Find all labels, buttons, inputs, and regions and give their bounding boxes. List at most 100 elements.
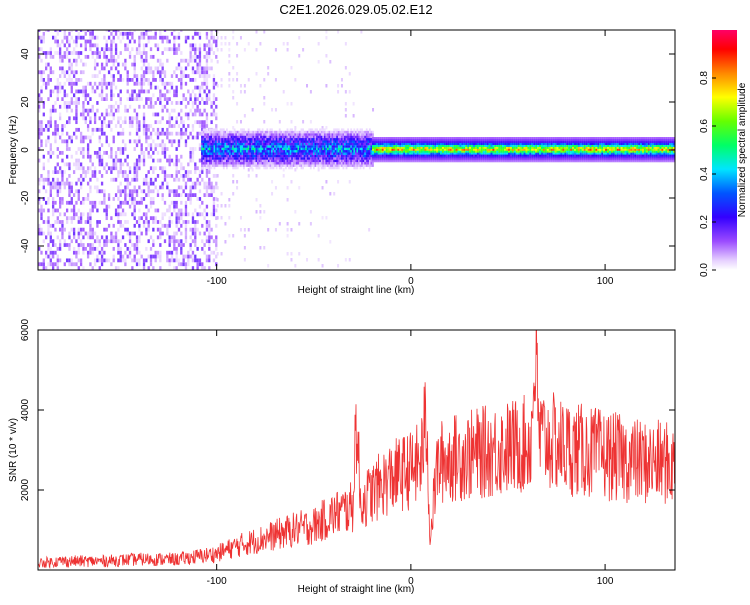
spectrogram-cell (401, 152, 403, 154)
spectrogram-cell (173, 70, 175, 74)
spectrogram-cell (164, 47, 166, 51)
spectrogram-cell (122, 151, 124, 155)
spectrogram-cell (129, 93, 131, 97)
spectrogram-cell (367, 157, 369, 160)
spectrogram-cell (322, 145, 324, 148)
spectrogram-cell (221, 148, 223, 151)
spectrogram-cell (131, 193, 133, 197)
spectrogram-cell (446, 139, 448, 141)
spectrogram-cell (185, 66, 187, 70)
spectrogram-cell (313, 145, 315, 148)
spectrogram-cell (411, 152, 413, 154)
spectrogram-cell (68, 51, 70, 55)
spectrogram-cell (316, 133, 318, 136)
spectrogram-cell (162, 40, 164, 44)
spectrogram-cell (113, 255, 115, 259)
spectrogram-cell (152, 255, 154, 259)
spectrogram-cell (294, 155, 296, 158)
spectrogram-cell (203, 101, 205, 105)
spectrogram-cell (364, 143, 366, 146)
spectrogram-cell (117, 197, 119, 201)
spectrogram-cell (89, 178, 91, 182)
spectrogram-cell (143, 262, 145, 266)
spectrogram-cell (85, 55, 87, 59)
spectrogram-cell (353, 131, 355, 134)
spectrogram-cell (175, 162, 177, 166)
spectrogram-cell (232, 143, 234, 146)
spectrogram-cell (159, 90, 161, 94)
spectrogram-cell (209, 140, 211, 143)
spectrogram-cell (376, 152, 378, 154)
spectrogram-cell (106, 55, 108, 59)
spectrogram-cell (206, 167, 208, 170)
spectrogram-cell (155, 178, 157, 182)
spectrogram-cell (360, 138, 362, 141)
spectrogram-cell (479, 145, 481, 147)
spectrogram-cell (322, 150, 324, 153)
spectrogram-cell (47, 78, 49, 82)
spectrogram-cell (506, 160, 508, 162)
spectrogram-cell (217, 145, 219, 148)
spectrogram-cell (50, 109, 52, 113)
spectrogram-cell (162, 63, 164, 67)
spectrogram-cell (370, 136, 372, 139)
spectrogram-cell (201, 136, 203, 139)
spectrogram-cell (384, 150, 386, 152)
spectrogram-cell (201, 152, 203, 155)
spectrogram-cell (155, 147, 157, 151)
spectrogram-cell (355, 143, 357, 146)
spectrogram-cell (330, 133, 332, 136)
spectrogram-cell (313, 152, 315, 155)
spectrogram-cell (92, 162, 94, 166)
spectrogram-cell (120, 251, 122, 255)
spectrogram-cell (249, 133, 251, 136)
spectrogram-cell (157, 128, 159, 132)
spectrogram-cell (380, 150, 382, 152)
spectrogram-cell (335, 164, 337, 167)
spectrogram-cell (223, 157, 225, 160)
spectrogram-cell (344, 140, 346, 143)
spectrogram-cell (376, 154, 378, 156)
spectrogram-cell (283, 148, 285, 151)
spectrogram-cell (350, 133, 352, 136)
spectrogram-cell (87, 147, 89, 151)
spectrogram-cell (187, 220, 189, 224)
spectrogram-cell (444, 149, 446, 151)
spectrogram-cell (213, 174, 215, 178)
spectrogram-cell (75, 159, 77, 163)
spectrogram-cell (221, 157, 223, 160)
spectrogram-cell (103, 243, 105, 247)
spectrogram-cell (173, 189, 175, 193)
spectrogram-cell (367, 145, 369, 148)
spectrogram-cell (82, 109, 84, 113)
spectrogram-cell (120, 247, 122, 251)
spectrogram-cell (192, 66, 194, 70)
spectrogram-cell (108, 224, 110, 228)
spectrogram-cell (117, 132, 119, 136)
spectrogram-cell (52, 209, 54, 213)
spectrogram-cell (393, 145, 395, 147)
spectrogram-cell (294, 152, 296, 155)
spectrogram-cell (54, 201, 56, 205)
spectrogram-cell (106, 239, 108, 243)
spectrogram-cell (206, 189, 208, 193)
spectrogram-cell (299, 164, 301, 167)
spectrogram-cell (159, 120, 161, 124)
spectrogram-cell (192, 182, 194, 186)
spectrogram-cell (245, 145, 247, 148)
spectrogram-cell (372, 143, 374, 145)
spectrogram-cell (492, 143, 494, 145)
spectrogram-cell (382, 145, 384, 147)
spectrogram-cell (391, 149, 393, 151)
spectrogram-cell (388, 147, 390, 149)
spectrogram-cell (66, 70, 68, 74)
spectrogram-cell (175, 193, 177, 197)
spectrogram-cell (442, 149, 444, 151)
spectrogram-cell (75, 51, 77, 55)
spectrogram-cell (143, 266, 145, 270)
spectrogram-cell (382, 137, 384, 139)
spectrogram-cell (228, 54, 230, 58)
spectrogram-cell (226, 128, 228, 131)
spectrogram-cell (206, 66, 208, 70)
spectrogram-cell (150, 124, 152, 128)
